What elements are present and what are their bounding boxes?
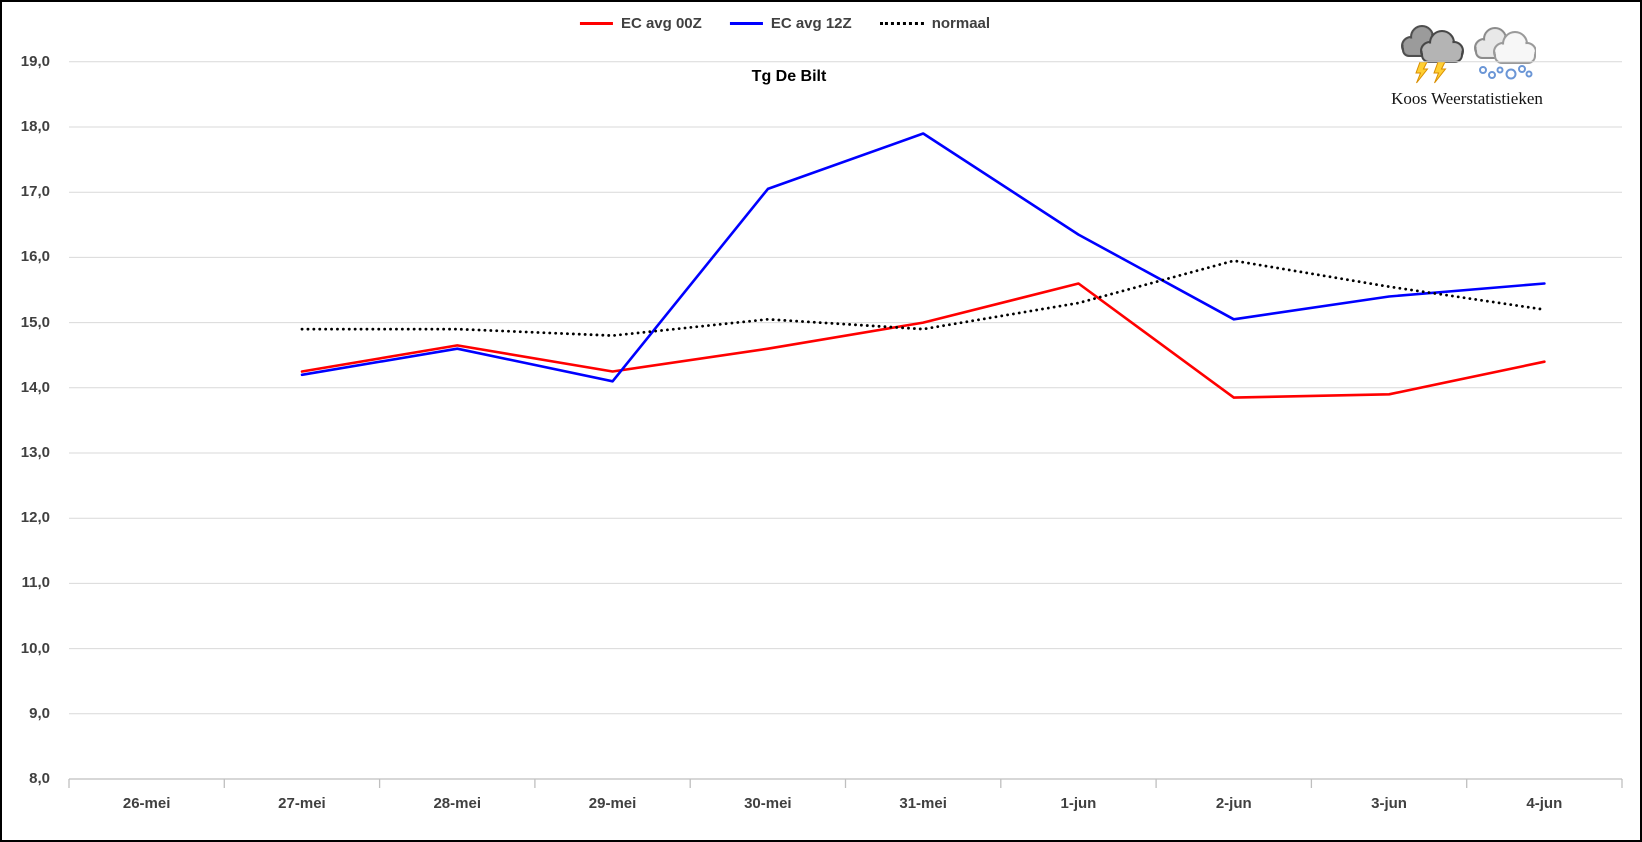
- blue-line-swatch-icon: [729, 22, 763, 25]
- y-axis-label: 8,0: [29, 770, 50, 787]
- branding-block: Koos Weerstatistieken: [1386, 24, 1548, 109]
- y-axis-label: 17,0: [20, 183, 50, 201]
- storm-cloud-icon: [1401, 25, 1464, 84]
- hail-cloud-icon: [1474, 27, 1536, 80]
- x-axis-label: 1-jun: [1060, 795, 1097, 812]
- x-axis-label: 4-jun: [1526, 795, 1563, 812]
- legend-label-normaal: normaal: [931, 15, 991, 32]
- y-axis-label: 10,0: [20, 639, 50, 657]
- x-axis-label: 27-mei: [278, 795, 326, 812]
- legend-label-ec-avg-00z: EC avg 00Z: [620, 15, 702, 32]
- y-axis-label: 15,0: [20, 313, 50, 331]
- y-axis-label: 12,0: [20, 509, 50, 527]
- legend-item-normaal: normaal: [879, 15, 991, 32]
- x-axis-label: 30-mei: [744, 795, 792, 812]
- legend-label-ec-avg-12z: EC avg 12Z: [770, 15, 852, 32]
- y-axis-label: 9,0: [29, 704, 50, 722]
- weather-icons: [1386, 24, 1548, 84]
- x-axis-label: 2-jun: [1215, 795, 1252, 812]
- y-axis-label: 13,0: [20, 444, 50, 461]
- series-line-normaal: [300, 259, 1546, 337]
- x-axis-label: 31-mei: [899, 795, 947, 812]
- x-axis-label: 28-mei: [433, 795, 481, 812]
- branding-credit: Koos Weerstatistieken: [1391, 89, 1543, 108]
- chart-title: Tg De Bilt: [751, 68, 827, 85]
- y-axis-label: 18,0: [20, 118, 50, 135]
- dotted-line-swatch-icon: [879, 22, 924, 25]
- x-axis-label: 26-mei: [122, 795, 171, 812]
- y-axis-label: 19,0: [20, 52, 50, 70]
- y-axis-label: 16,0: [20, 248, 50, 266]
- series-line-ec-avg-12z: [300, 132, 1546, 383]
- x-axis-label: 29-mei: [588, 795, 637, 812]
- y-axis-label: 14,0: [20, 378, 50, 396]
- legend-item-ec-avg-00z: EC avg 00Z: [579, 15, 702, 32]
- series-line-ec-avg-00z: [300, 282, 1546, 399]
- legend-item-ec-avg-12z: EC avg 12Z: [729, 15, 852, 32]
- chart-legend: EC avg 00Z EC avg 12Z normaal: [579, 15, 991, 32]
- y-axis-label: 11,0: [21, 574, 50, 592]
- red-line-swatch-icon: [579, 22, 613, 25]
- x-axis-label: 3-jun: [1371, 795, 1407, 812]
